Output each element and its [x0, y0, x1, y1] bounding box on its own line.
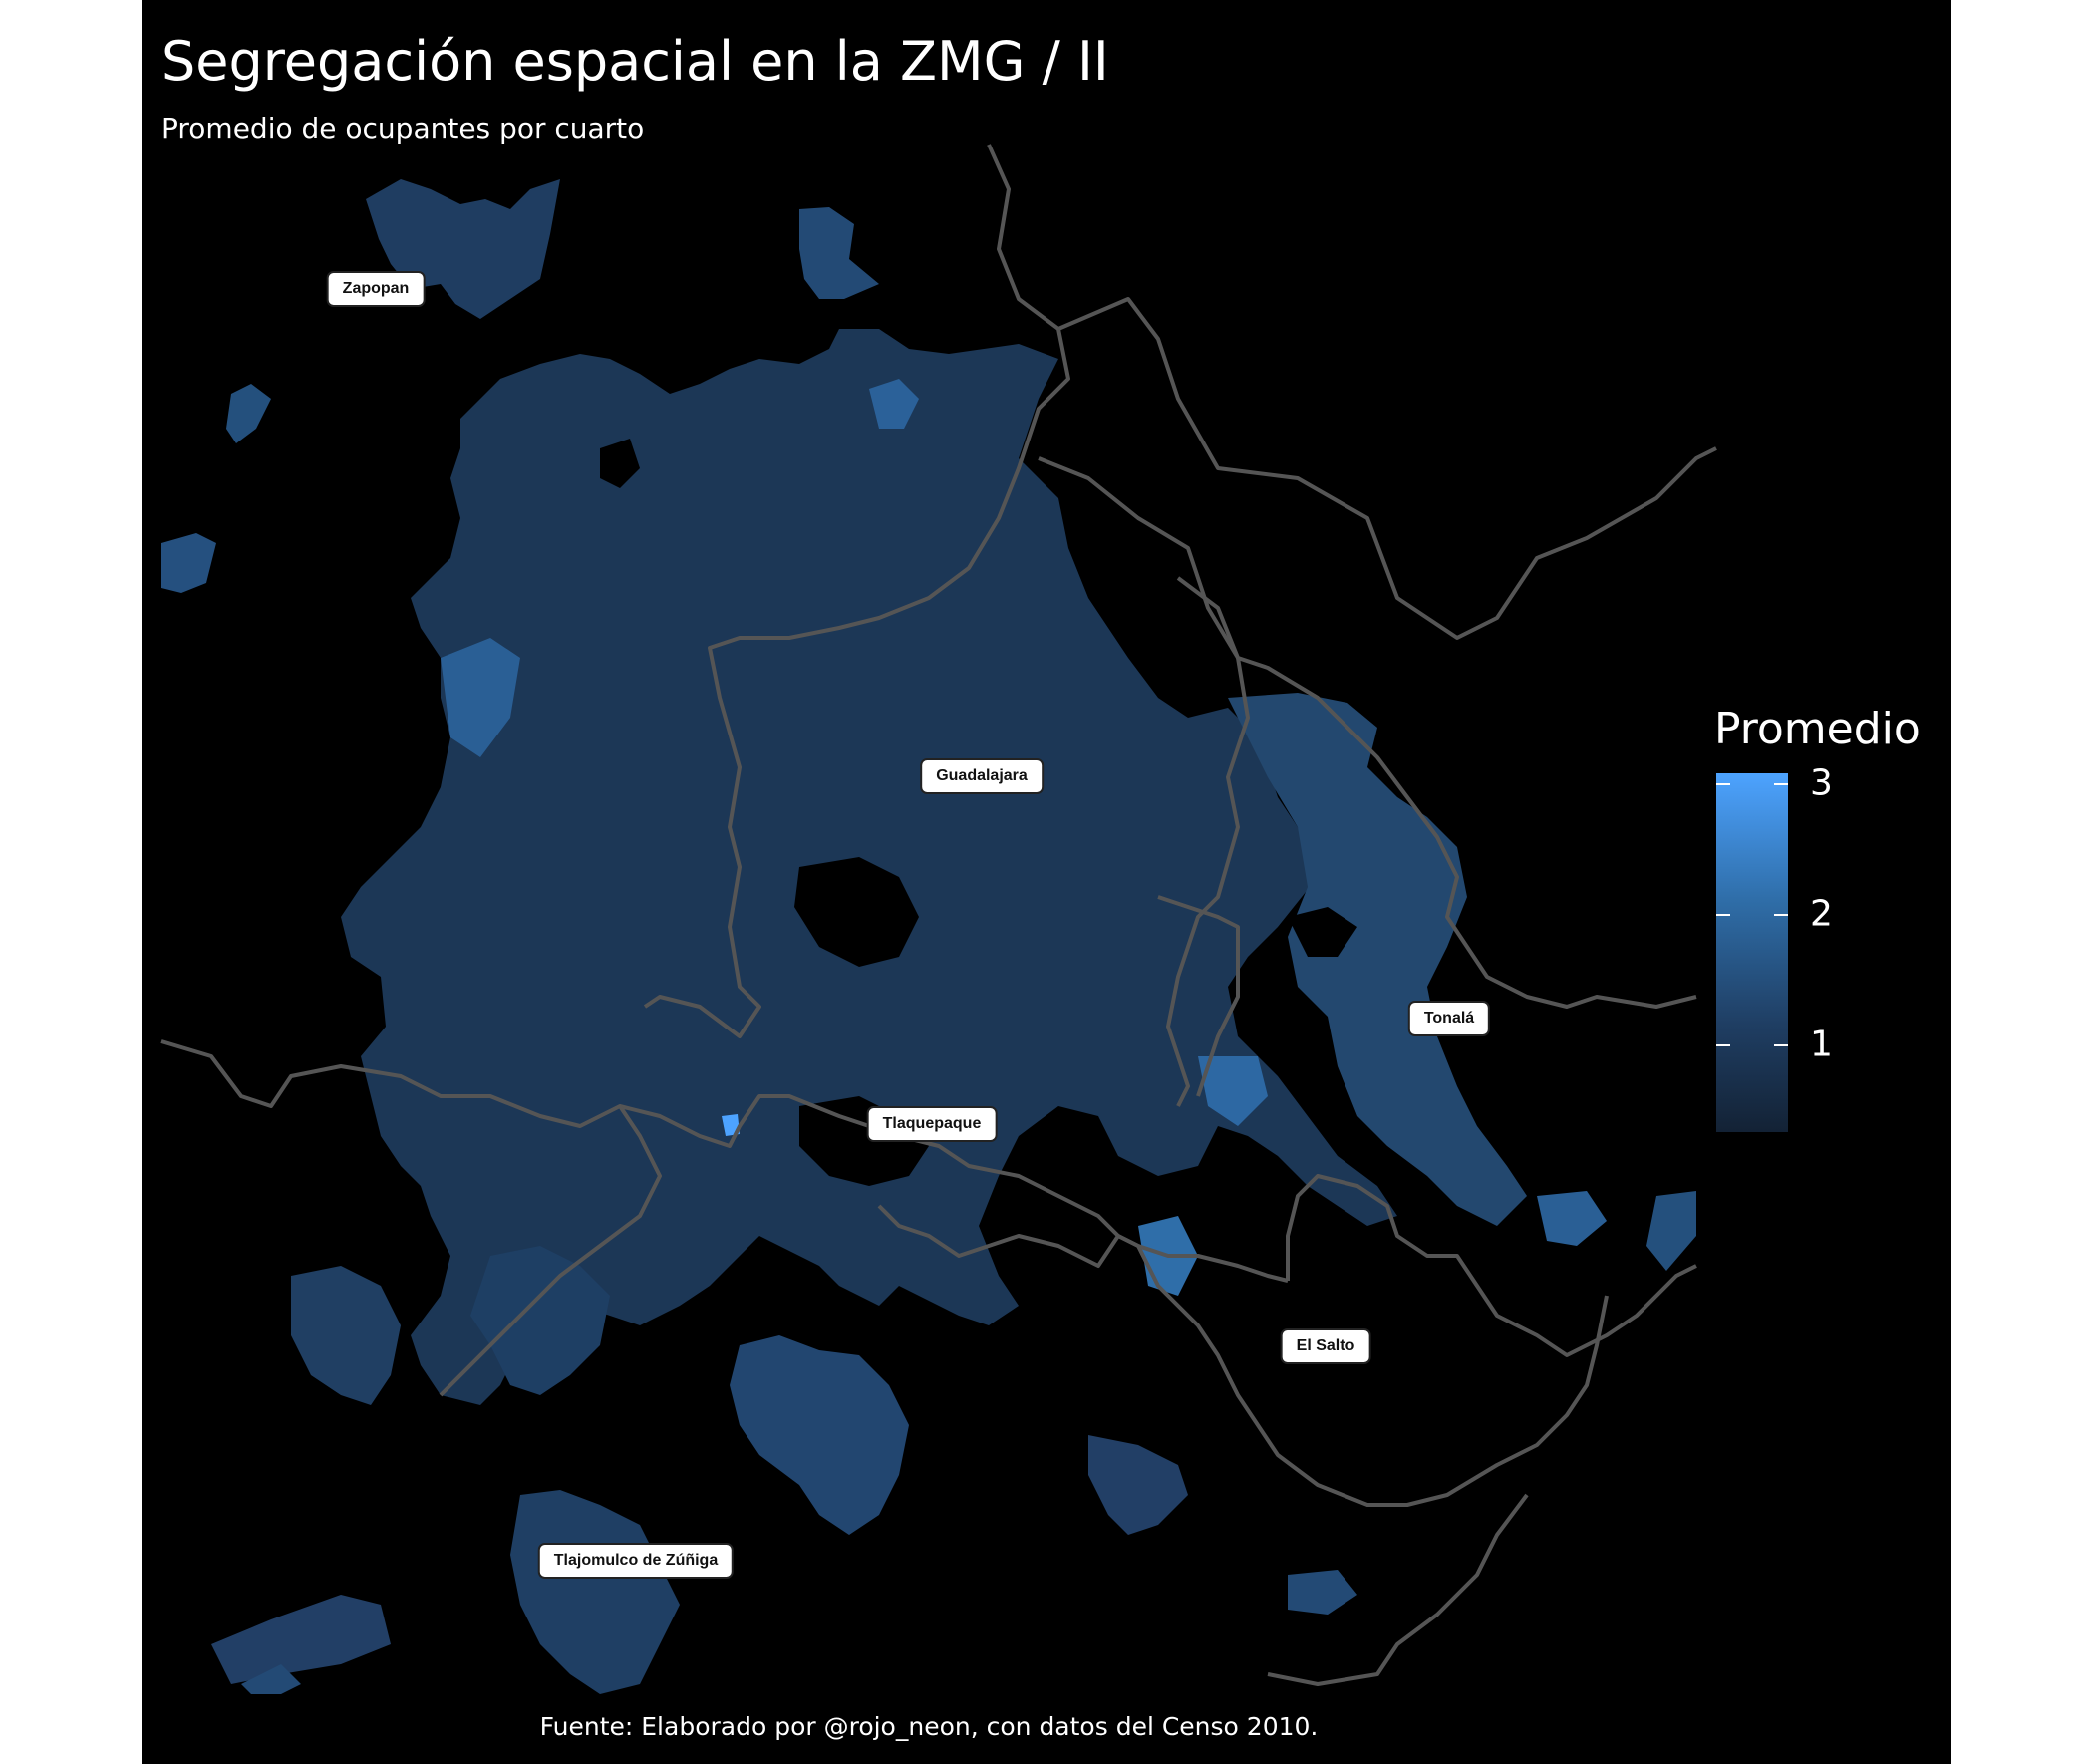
urban-area-east-patch-2: [1646, 1191, 1696, 1271]
unpopulated-area: [600, 439, 640, 488]
urban-area-southeast-patch: [1088, 1435, 1188, 1535]
urban-area-blocks: [161, 179, 1696, 1694]
urban-area-south: [510, 1490, 680, 1694]
legend-title: Promedio: [1714, 704, 1921, 754]
urban-area-west-patch-2: [226, 384, 271, 443]
urban-area-east: [1228, 693, 1527, 1226]
municipal-boundaries: [160, 144, 1717, 1686]
map-panel: Segregación espacial en la ZMG / II Prom…: [142, 0, 1951, 1764]
unpopulated-area: [794, 857, 919, 967]
urban-area-west-patch: [161, 533, 216, 593]
unpopulated-area: [1288, 907, 1357, 957]
legend-colorbar: [1716, 773, 1788, 1132]
high-density-point: [722, 1114, 740, 1136]
high-density-north: [869, 379, 919, 429]
urban-area-southeast-patch-2: [1288, 1570, 1357, 1615]
label-tonala: Tonalá: [1407, 1001, 1491, 1036]
urban-area-sw-strip: [211, 1595, 391, 1684]
label-tlaquepaque: Tlaquepaque: [866, 1106, 998, 1142]
legend-tick-label: 2: [1810, 893, 1833, 935]
choropleth-map: [160, 144, 1717, 1694]
high-density-east: [1198, 1056, 1268, 1126]
urban-area-tlajomulco: [730, 1335, 909, 1535]
label-el-salto: El Salto: [1280, 1328, 1371, 1364]
urban-area-east-patch: [1537, 1191, 1607, 1246]
label-zapopan: Zapopan: [326, 271, 426, 307]
urban-area-far-sw: [241, 1664, 301, 1694]
legend-tick-label: 1: [1810, 1024, 1833, 1065]
urban-area-northeast: [799, 207, 879, 299]
urban-area-south-patch: [470, 1246, 610, 1395]
legend-tick-label: 3: [1810, 762, 1833, 804]
label-tlajomulco: Tlajomulco de Zúñiga: [537, 1543, 735, 1579]
map-subtitle: Promedio de ocupantes por cuarto: [161, 112, 645, 145]
label-guadalajara: Guadalajara: [920, 758, 1044, 794]
urban-area-southwest: [291, 1266, 401, 1405]
source-caption: Fuente: Elaborado por @rojo_neon, con da…: [539, 1712, 1319, 1741]
map-title: Segregación espacial en la ZMG / II: [161, 30, 1109, 93]
high-density-west: [441, 638, 520, 757]
